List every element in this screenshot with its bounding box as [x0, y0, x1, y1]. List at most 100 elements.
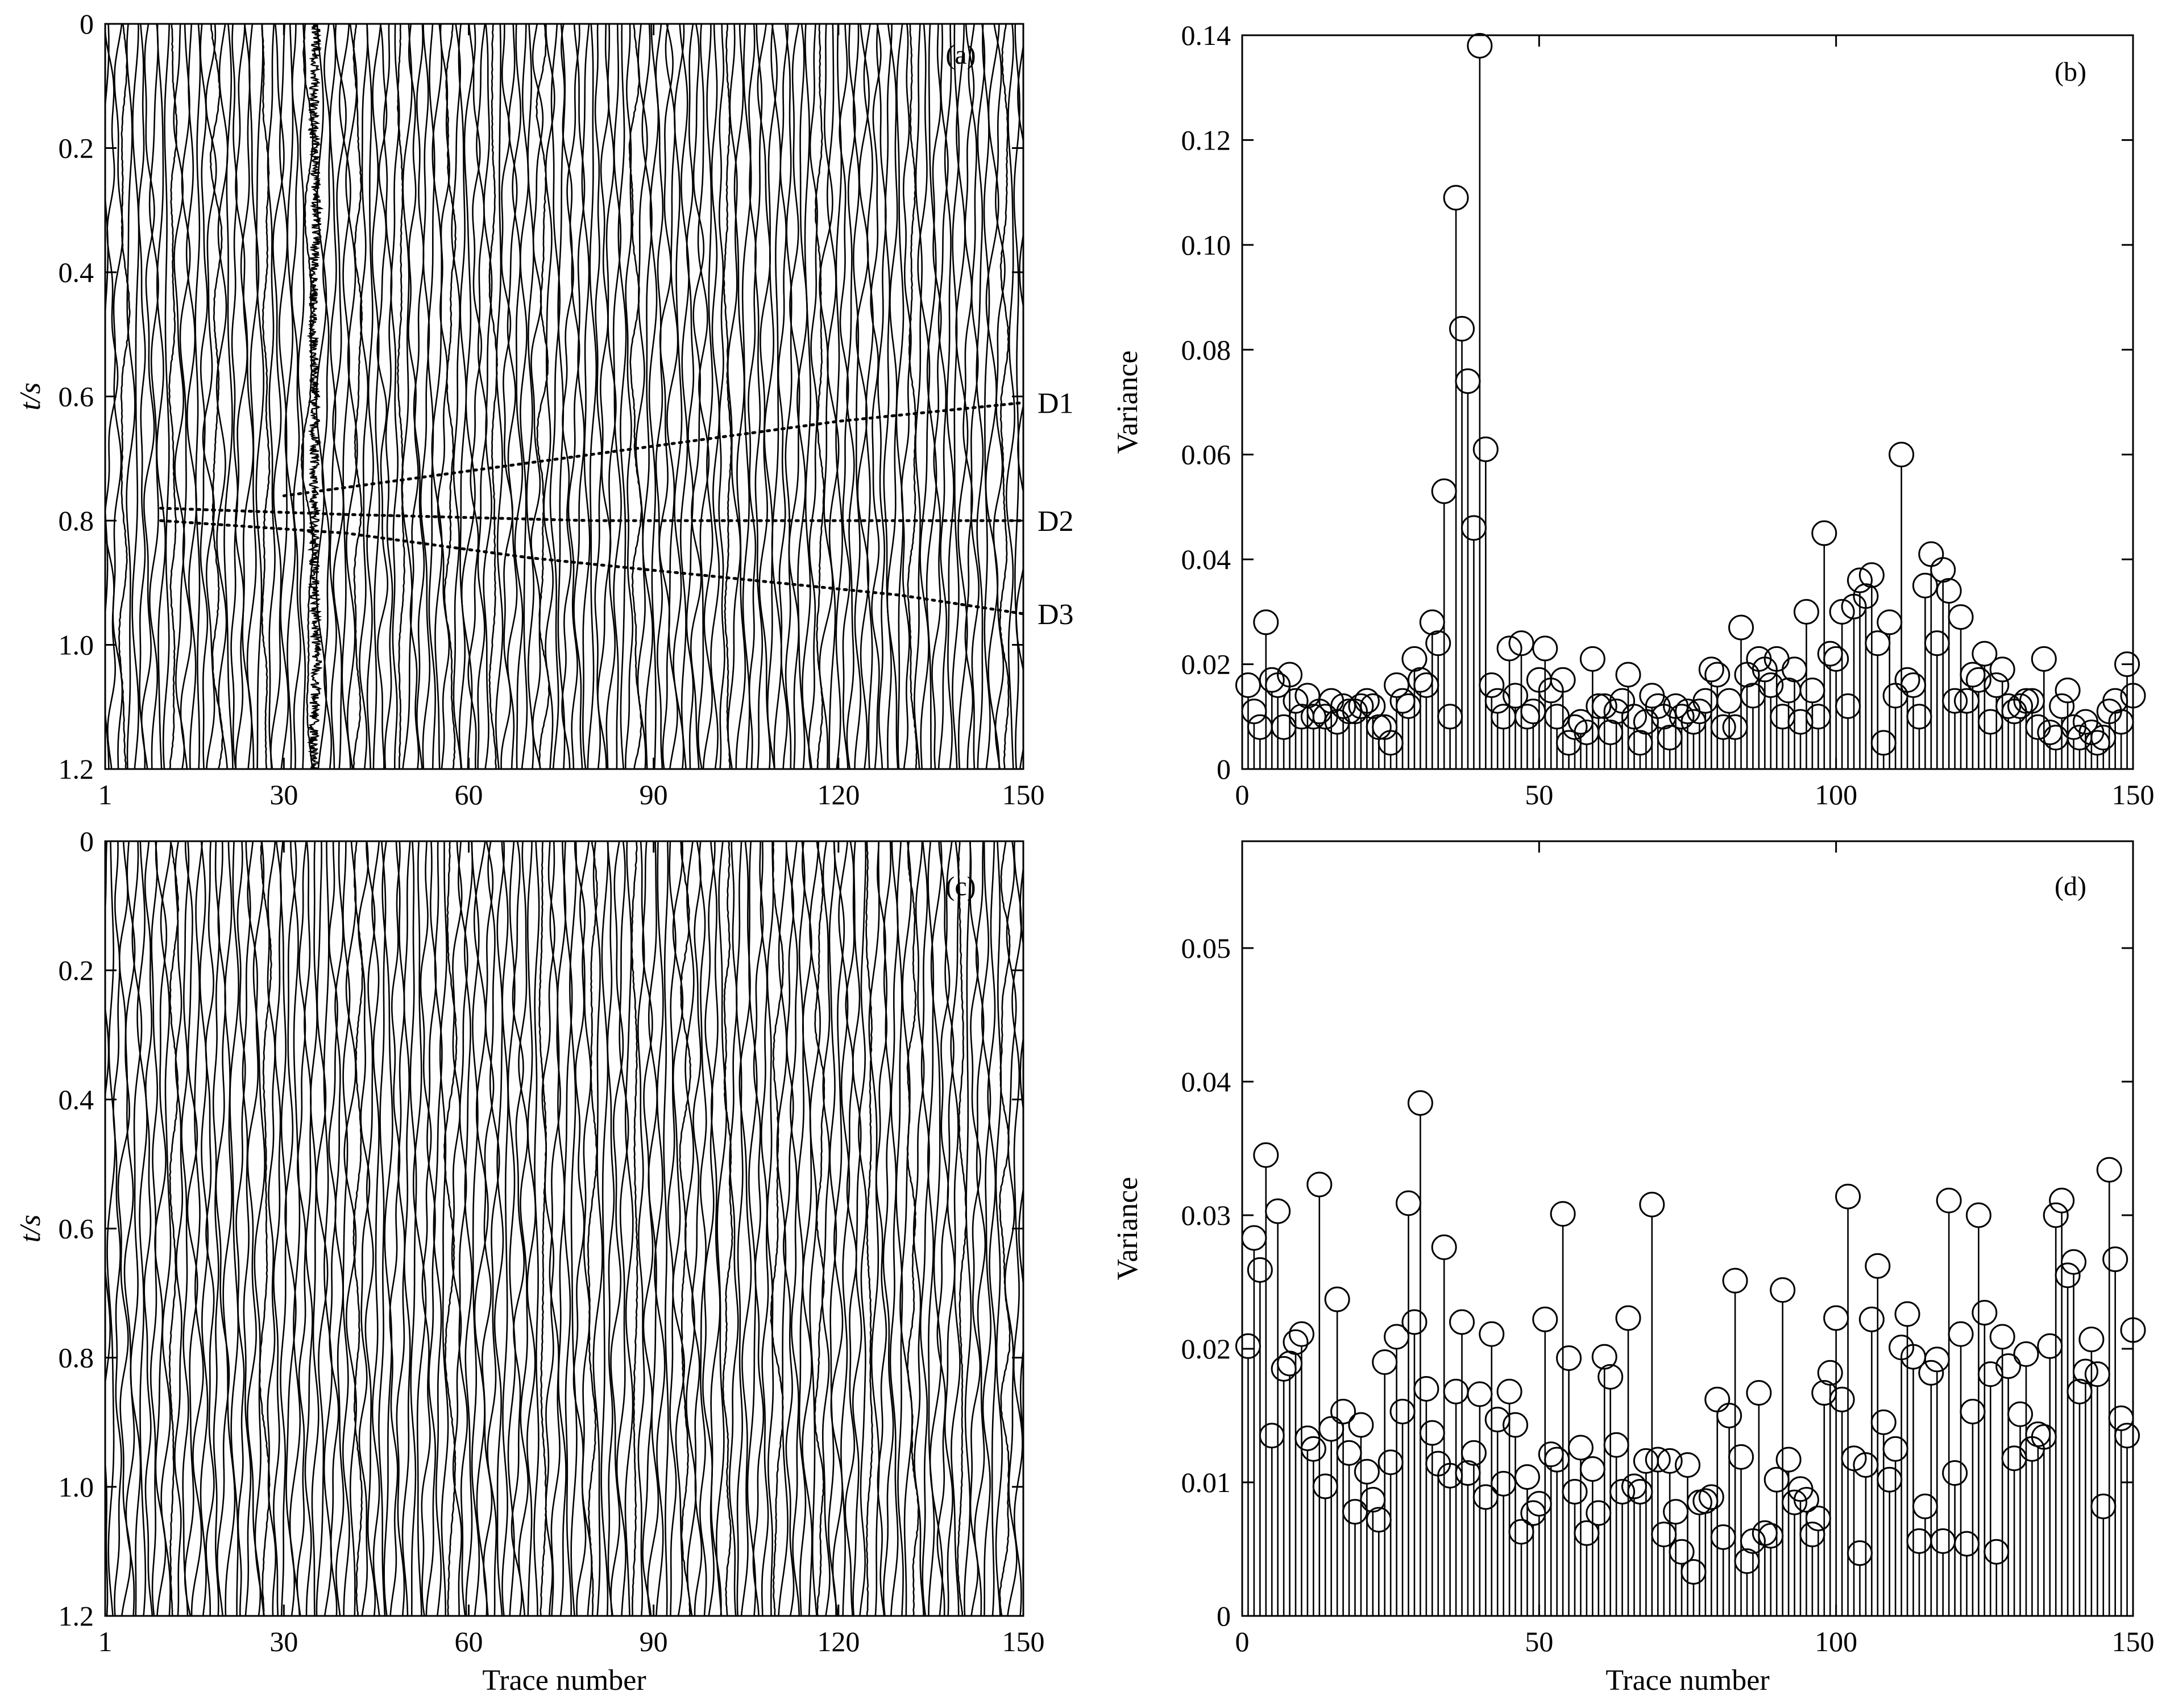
stem-marker-59	[1579, 1456, 1605, 1482]
trace-116	[808, 24, 818, 769]
panel-c-x-tick-label: 30	[269, 1626, 298, 1657]
stem-marker-74	[1669, 1539, 1695, 1565]
stem-marker-43	[1484, 688, 1511, 714]
trace-102	[722, 841, 733, 1616]
trace-145	[987, 841, 997, 1616]
trace-28	[267, 841, 277, 1616]
stem-marker-99	[1817, 641, 1843, 667]
trace-82	[597, 24, 612, 769]
stem-marker-74	[1669, 704, 1695, 730]
stem-marker-45	[1496, 635, 1522, 662]
panel-b-frame	[1241, 34, 2134, 770]
trace-31	[284, 24, 296, 769]
trace-103	[727, 24, 741, 769]
stem-marker-112	[1894, 667, 1920, 693]
trace-113	[790, 841, 800, 1616]
panel-a-y-tick-label: 0.2	[59, 132, 94, 164]
trace-43	[358, 841, 371, 1616]
trace-34	[304, 841, 313, 1616]
panel-a-x-tick-label: 1	[98, 779, 113, 811]
stem-marker-72	[1657, 725, 1683, 751]
panel-c-axes: 1 30 60 90 120 150 0 0.2 0.4 0.6 0.8 1.0 1.2	[59, 825, 1045, 1657]
stem-marker-12	[1300, 1436, 1326, 1462]
stem-marker-47	[1508, 1519, 1534, 1545]
stem-marker-47	[1508, 630, 1534, 656]
stem-marker-31	[1413, 1376, 1439, 1402]
trace-26	[255, 24, 264, 769]
stem-marker-56	[1562, 1478, 1588, 1505]
trace-44	[364, 841, 376, 1616]
trace-98	[699, 841, 707, 1616]
trace-74	[549, 841, 561, 1616]
trace-94	[672, 841, 686, 1616]
trace-42	[352, 841, 364, 1616]
trace-92	[663, 841, 669, 1616]
trace-8	[140, 24, 155, 769]
trace-121	[839, 24, 851, 769]
stem-marker-29	[1401, 1309, 1428, 1335]
trace-112	[785, 24, 792, 769]
stem-marker-48	[1514, 704, 1540, 730]
event-d1-line	[282, 401, 1025, 497]
trace-147	[999, 24, 1010, 769]
trace-16	[194, 24, 201, 769]
stem-marker-137	[2043, 725, 2069, 751]
trace-54	[427, 24, 436, 769]
trace-61	[471, 841, 480, 1616]
stem-marker-9	[1283, 688, 1309, 714]
trace-30	[278, 24, 289, 769]
stem-marker-19	[1342, 1499, 1368, 1525]
stem-marker-41	[1472, 1484, 1499, 1510]
trace-137	[937, 24, 949, 769]
panel-a-x-tick-label: 60	[454, 779, 483, 811]
stem-marker-84	[1728, 1444, 1754, 1470]
trace-88	[637, 841, 645, 1616]
trace-99	[702, 24, 713, 769]
trace-87	[630, 841, 638, 1616]
stem-marker-91	[1770, 704, 1796, 730]
trace-46	[376, 24, 389, 769]
stem-marker-62	[1597, 719, 1624, 745]
stem-marker-106	[1858, 1306, 1885, 1332]
stem-marker-72	[1657, 1448, 1683, 1474]
panel-b-x-tick-label: 100	[1815, 779, 1857, 811]
trace-72	[536, 24, 550, 769]
panel-b-x-tick-label: 50	[1525, 779, 1553, 811]
stem-marker-87	[1746, 1380, 1772, 1406]
trace-45	[371, 841, 380, 1616]
stem-marker-121	[1948, 1321, 1974, 1347]
stem-marker-51	[1532, 635, 1558, 662]
stem-marker-96	[1799, 1522, 1825, 1548]
trace-121	[838, 841, 850, 1616]
stem-marker-138	[2049, 693, 2075, 719]
trace-62	[476, 24, 488, 769]
trace-24	[240, 24, 254, 769]
stem-marker-104	[1847, 1540, 1873, 1566]
trace-127	[876, 24, 887, 769]
trace-55	[433, 841, 443, 1616]
trace-100	[710, 24, 720, 769]
stem-marker-131	[2007, 693, 2034, 719]
trace-129	[889, 841, 899, 1616]
panel-a-axes: 1 30 60 90 120 150 0 0.2 0.4 0.6 0.8 1.0 1.2	[59, 8, 1045, 811]
panel-b-y-tick-label: 0.14	[1181, 19, 1231, 51]
panel-d-x-axis-label: Trace number	[1605, 1664, 1769, 1697]
trace-96	[686, 24, 695, 769]
stem-marker-42	[1479, 1321, 1505, 1347]
stem-marker-128	[1989, 656, 2015, 683]
trace-91	[654, 841, 666, 1616]
stem-marker-7	[1271, 714, 1297, 740]
trace-116	[809, 841, 821, 1616]
stem-marker-31	[1413, 672, 1439, 698]
stem-marker-85	[1734, 662, 1760, 688]
panel-b-x-tick-label: 150	[2112, 779, 2155, 811]
stem-marker-107	[1865, 630, 1891, 656]
trace-146	[995, 841, 1003, 1616]
stem-marker-81	[1710, 1524, 1736, 1550]
panel-d-y-axis-label: Variance	[1111, 1177, 1144, 1281]
stem-marker-60	[1586, 1500, 1612, 1526]
stem-marker-82	[1716, 1403, 1742, 1428]
stem-marker-115	[1912, 572, 1938, 599]
trace-14	[179, 24, 192, 769]
stem-marker-127	[1984, 672, 2010, 698]
